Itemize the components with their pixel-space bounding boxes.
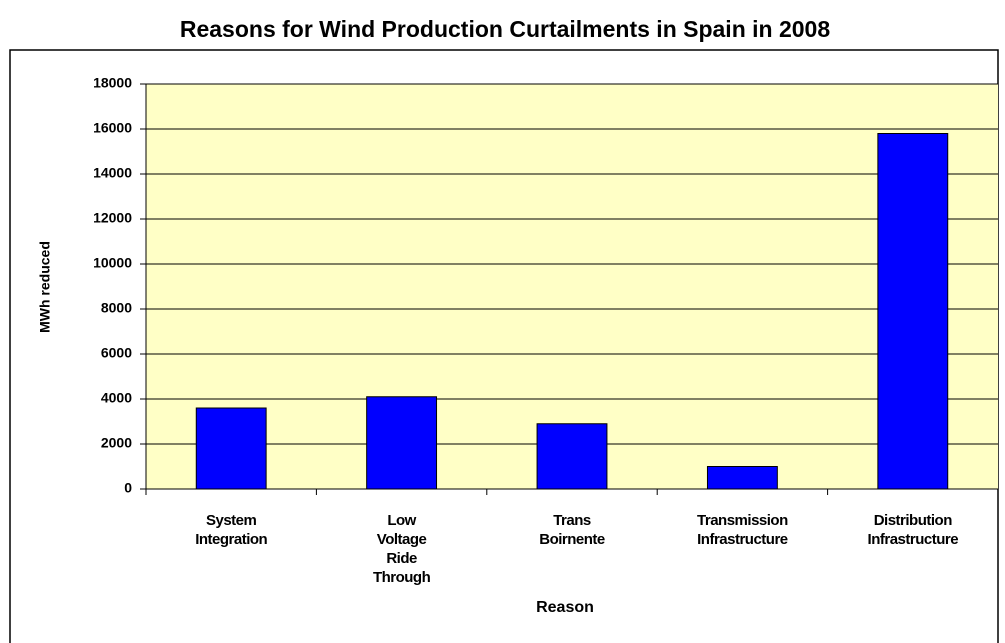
x-tick-label: System Integration — [195, 512, 268, 548]
y-tick-label: 10000 — [93, 255, 132, 271]
x-tick-label: Low Voltage Ride Through — [372, 512, 431, 586]
bar — [366, 396, 438, 490]
bar — [877, 133, 949, 490]
x-tick-label: Transmission Infrastructure — [697, 512, 788, 548]
y-tick-label: 14000 — [93, 165, 132, 181]
y-tick-label: 2000 — [101, 435, 132, 451]
y-tick-label: 16000 — [93, 120, 132, 136]
x-tick-label: Distribution Infrastructure — [867, 512, 959, 548]
y-tick-label: 12000 — [93, 210, 132, 226]
bar — [536, 423, 608, 490]
y-tick-label: 0 — [124, 480, 132, 496]
plot-area — [146, 84, 998, 489]
x-tick-label: Trans Boirnente — [539, 512, 605, 548]
bar — [706, 466, 778, 490]
y-axis-label: MWh reduced — [37, 241, 53, 333]
y-tick-label: 6000 — [101, 345, 132, 361]
chart-title: Reasons for Wind Production Curtailments… — [180, 16, 830, 42]
y-tick-label: 4000 — [101, 390, 132, 406]
y-tick-label: 8000 — [101, 300, 132, 316]
bar — [195, 407, 267, 490]
x-axis-label: Reason — [536, 599, 594, 616]
y-tick-label: 18000 — [93, 75, 132, 91]
